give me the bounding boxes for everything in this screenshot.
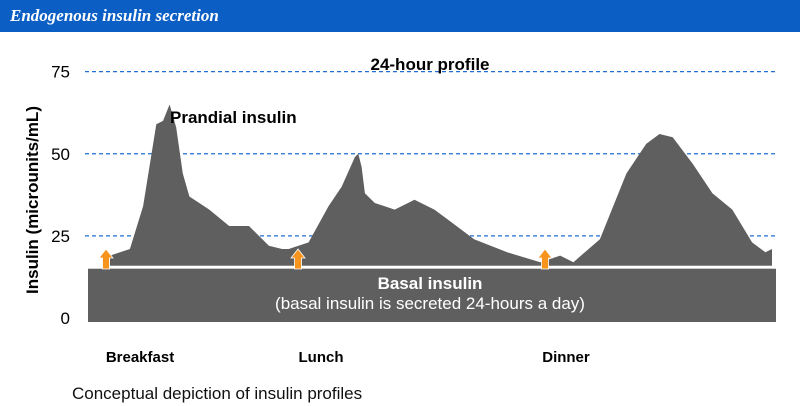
meal-label-breakfast: Breakfast bbox=[106, 349, 174, 366]
meal-arrows bbox=[98, 248, 553, 270]
prandial-insulin-area bbox=[110, 104, 772, 269]
header-bar: Endogenous insulin secretion bbox=[0, 0, 800, 32]
y-tick-labels: 75 50 25 0 bbox=[51, 63, 70, 328]
y-tick-label: 25 bbox=[51, 227, 70, 246]
meal-label-lunch: Lunch bbox=[299, 349, 344, 366]
basal-label: Basal insulin bbox=[378, 274, 483, 293]
y-tick-label: 75 bbox=[51, 63, 70, 82]
y-axis-label: Insulin (microunits/mL) bbox=[23, 106, 42, 294]
basal-separator bbox=[88, 265, 776, 269]
chart-title: 24-hour profile bbox=[370, 55, 489, 74]
meal-label-dinner: Dinner bbox=[542, 349, 590, 366]
y-tick-label: 0 bbox=[61, 309, 70, 328]
prandial-label: Prandial insulin bbox=[170, 108, 297, 127]
meal-arrow-breakfast bbox=[98, 248, 114, 270]
y-tick-label: 50 bbox=[51, 145, 70, 164]
caption: Conceptual depiction of insulin profiles bbox=[72, 384, 363, 403]
header-title: Endogenous insulin secretion bbox=[10, 6, 219, 25]
meal-labels: Breakfast Lunch Dinner bbox=[106, 349, 590, 366]
meal-arrow-dinner bbox=[537, 248, 553, 270]
meal-arrow-lunch bbox=[290, 248, 306, 270]
basal-insulin-band bbox=[88, 268, 776, 322]
basal-sublabel: (basal insulin is secreted 24-hours a da… bbox=[275, 294, 585, 313]
